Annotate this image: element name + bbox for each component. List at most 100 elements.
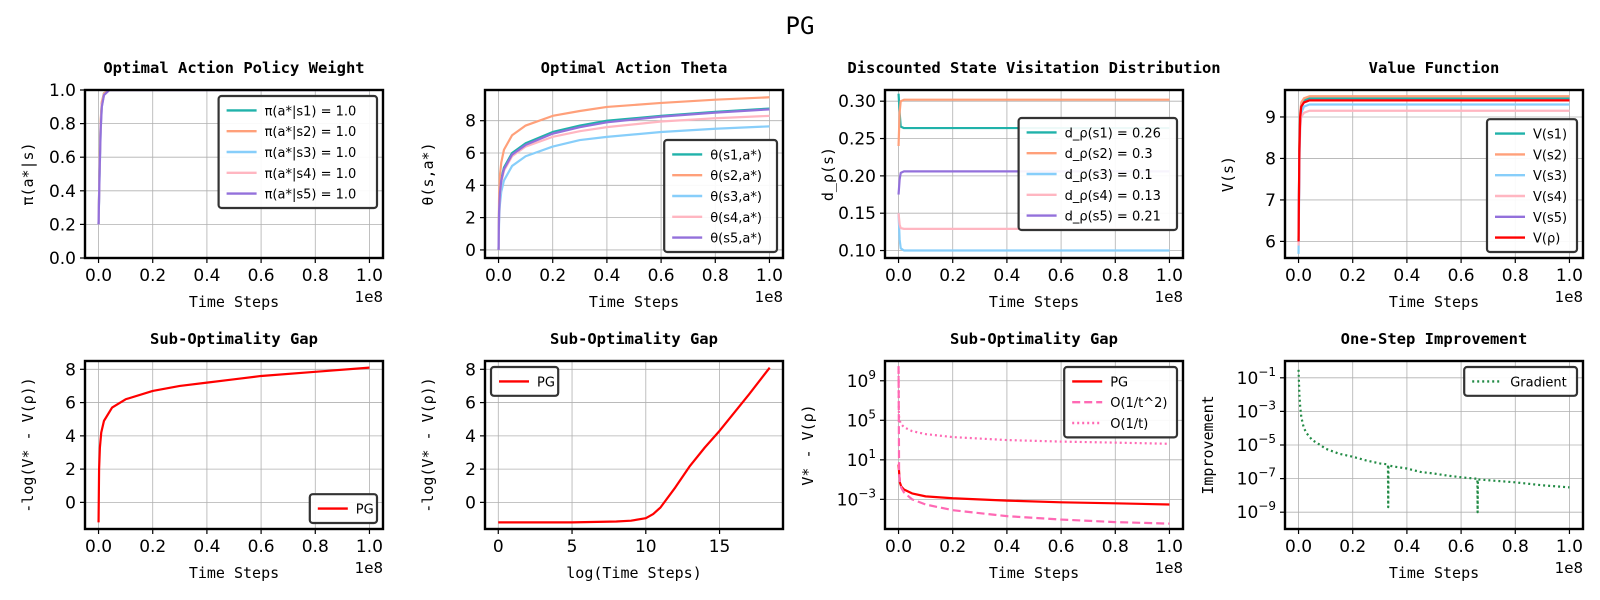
- y-tick-label: 0.30: [838, 92, 876, 112]
- y-axis-label: d_ρ(s): [819, 147, 837, 201]
- y-tick-label: 109: [847, 368, 876, 392]
- y-tick-label: 0.4: [49, 182, 76, 202]
- chart-panel-2: 0.0 0.2 0.4 0.6 0.8 1.0 0 2 4 6 8 1e8 Optimal Action…: [419, 59, 785, 311]
- legend-entry: π(a*|s2) = 1.0: [265, 125, 357, 140]
- x-axis-label: Time Steps: [989, 293, 1079, 311]
- chart-panel-5: 0.0 0.2 0.4 0.6 0.8 1.0 0 2 4 6 8 1e8 Sub-Optimality…: [19, 330, 385, 582]
- x-tick-label: 0.4: [993, 266, 1020, 286]
- x-tick-label: 1.0: [1156, 537, 1183, 557]
- y-tick-label: 6: [465, 394, 476, 414]
- x-tick-label: 0.0: [85, 537, 112, 557]
- x-tick-label: 0.0: [885, 266, 912, 286]
- series-line-5: [97, 90, 370, 225]
- legend-entry: π(a*|s5) = 1.0: [265, 188, 357, 203]
- x-axis-label: Time Steps: [189, 564, 279, 582]
- y-tick-label: 6: [1265, 232, 1276, 252]
- chart-panel-4: 0.0 0.2 0.4 0.6 0.8 1.0 6 7 8 9 1e8 Value Function T…: [1219, 59, 1585, 311]
- y-axis-label: θ(s,a*): [419, 142, 437, 205]
- legend: Gradient: [1463, 365, 1579, 397]
- y-tick-label: 0.2: [49, 215, 76, 235]
- x-tick-label: 0.8: [1102, 266, 1129, 286]
- x-axis-label: Time Steps: [989, 564, 1079, 582]
- legend-entry: θ(s3,a*): [710, 190, 762, 205]
- y-tick-label: 2: [465, 209, 476, 229]
- x-tick-label: 0.4: [193, 537, 220, 557]
- x-axis-label: Time Steps: [589, 293, 679, 311]
- x-scale-note: 1e8: [1555, 559, 1583, 577]
- series-line-1: [498, 366, 771, 524]
- y-tick-label: 10−7: [1237, 466, 1276, 490]
- x-tick-label: 0.6: [1048, 266, 1075, 286]
- axes-frame: [483, 359, 785, 531]
- y-tick-label: 0.15: [838, 204, 876, 224]
- legend-entry: PG: [1110, 375, 1128, 390]
- x-tick-label: 0.8: [702, 266, 729, 286]
- x-axis-label: Time Steps: [1389, 293, 1479, 311]
- y-tick-label: 10−1: [1237, 365, 1276, 389]
- series-line-5: [497, 108, 770, 250]
- x-tick-label: 15: [709, 537, 731, 557]
- x-tick-label: 0.4: [193, 266, 220, 286]
- x-tick-label: 1.0: [756, 266, 783, 286]
- x-tick-label: 0.0: [885, 537, 912, 557]
- x-tick-label: 0.6: [1448, 266, 1475, 286]
- legend: θ(s1,a*) θ(s2,a*) θ(s3,a*) θ(s4,a*) θ(s5,a*): [663, 138, 779, 254]
- chart-title: Sub-Optimality Gap: [550, 330, 718, 348]
- series-line-2: [897, 98, 1170, 147]
- chart-title: Optimal Action Theta: [541, 59, 728, 77]
- x-tick-label: 0.2: [139, 537, 166, 557]
- y-axis-label: V* - V(ρ): [799, 404, 817, 485]
- legend-frame: [1485, 118, 1579, 254]
- x-tick-label: 0.4: [993, 537, 1020, 557]
- legend-entry: π(a*|s1) = 1.0: [265, 104, 357, 119]
- x-scale-note: 1e8: [1155, 559, 1183, 577]
- series-line-2: [897, 366, 1170, 525]
- chart-title: Optimal Action Policy Weight: [103, 59, 364, 77]
- axes-frame: [483, 88, 785, 260]
- x-scale-note: 1e8: [355, 288, 383, 306]
- legend: PG O(1/t^2) O(1/t): [1063, 365, 1179, 439]
- x-tick-label: 10: [635, 537, 657, 557]
- y-tick-label: 0: [465, 493, 476, 513]
- y-tick-label: 4: [465, 427, 476, 447]
- chart-panel-3: 0.0 0.2 0.4 0.6 0.8 1.0 0.10 0.15 0.20 0.25 0.30 1e…: [819, 59, 1221, 311]
- x-tick-label: 0.8: [302, 537, 329, 557]
- series-line-5: [897, 170, 1170, 195]
- x-axis-label: Time Steps: [189, 293, 279, 311]
- x-tick-label: 0.8: [1502, 537, 1529, 557]
- series-line-3: [897, 370, 1170, 445]
- y-tick-label: 0: [465, 241, 476, 261]
- legend: d_ρ(s1) = 0.26 d_ρ(s2) = 0.3 d_ρ(s3) = 0.1…: [1017, 116, 1179, 232]
- legend: V(s1) V(s2) V(s3) V(s4) V(s5) V(ρ): [1485, 118, 1579, 254]
- x-tick-label: 0.6: [1048, 537, 1075, 557]
- y-tick-label: 0.25: [838, 130, 876, 150]
- legend-entry: d_ρ(s5) = 0.21: [1065, 210, 1161, 225]
- x-tick-label: 1.0: [1156, 266, 1183, 286]
- x-tick-label: 0.6: [1448, 537, 1475, 557]
- legend-entry: V(ρ): [1533, 232, 1560, 247]
- y-tick-label: 2: [65, 460, 76, 480]
- chart-title: Value Function: [1369, 59, 1500, 77]
- chart-panel-7: 0.0 0.2 0.4 0.6 0.8 1.0 10−3 101 105 109 1e8 Sub-Op…: [799, 330, 1185, 582]
- legend-entry: θ(s4,a*): [710, 211, 762, 226]
- legend-frame: [217, 94, 379, 210]
- x-tick-label: 1.0: [1556, 537, 1583, 557]
- y-tick-label: 8: [465, 360, 476, 380]
- y-axis-label: -log(V* - V(ρ)): [419, 377, 437, 512]
- series-line-1: [897, 464, 1170, 506]
- series-line-3: [897, 213, 1170, 252]
- y-tick-label: 105: [847, 407, 876, 431]
- chart-panel-1: 0.0 0.2 0.4 0.6 0.8 1.0 0.0 0.2 0.4 0.6 0.8 1.0 1e8 O…: [19, 59, 385, 311]
- x-tick-label: 0.4: [593, 266, 620, 286]
- y-tick-label: 10−5: [1237, 432, 1276, 456]
- series-line-2: [497, 96, 770, 250]
- x-tick-label: 0.6: [248, 266, 275, 286]
- y-tick-label: 0: [65, 493, 76, 513]
- legend-entry: θ(s1,a*): [710, 148, 762, 163]
- x-scale-note: 1e8: [1155, 288, 1183, 306]
- axes-frame: [1283, 88, 1585, 260]
- legend-entry: π(a*|s4) = 1.0: [265, 167, 357, 182]
- legend-entry: PG: [537, 375, 555, 390]
- x-scale-note: 1e8: [355, 559, 383, 577]
- chart-title: Sub-Optimality Gap: [150, 330, 318, 348]
